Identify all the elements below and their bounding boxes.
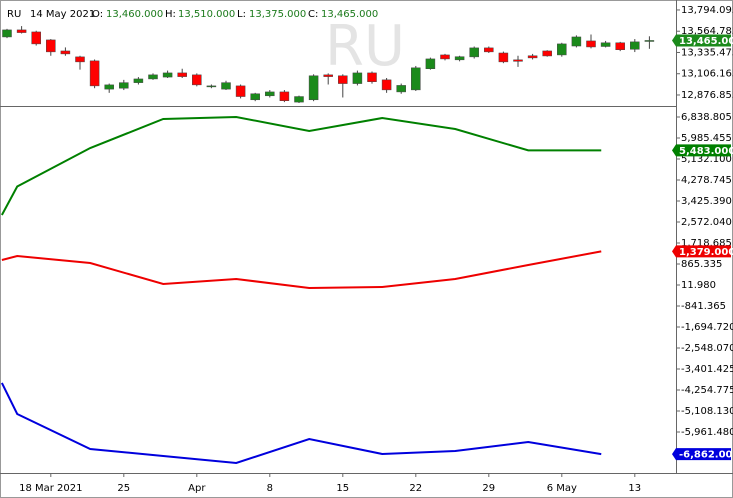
header-value: 13,375.000	[249, 9, 306, 20]
candle-body	[2, 29, 12, 38]
candle-body	[557, 43, 567, 56]
candle-body	[265, 91, 275, 97]
y-tick-label: 5,132.100	[681, 154, 732, 165]
y-tick-label: -4,254.775	[681, 385, 733, 396]
y-tick-label: 6,838.805	[681, 112, 732, 123]
candle-body	[396, 85, 406, 93]
indicator-line	[0, 382, 602, 465]
header-label: C:	[308, 9, 318, 20]
candle-body	[571, 36, 582, 47]
x-tick-label: 22	[409, 483, 422, 494]
candle-body	[469, 47, 479, 58]
candle-body	[75, 56, 85, 63]
value-tag-label: 5,483.000	[679, 146, 733, 157]
x-tick-label: 29	[482, 483, 495, 494]
x-tick-label: 13	[628, 483, 641, 494]
candle-body	[250, 93, 260, 101]
x-tick-label: 8	[267, 483, 273, 494]
y-tick-label: 12,876.855	[681, 90, 733, 101]
y-tick-label: 2,572.040	[681, 217, 732, 228]
candle-body	[31, 31, 41, 45]
candle-body	[411, 67, 421, 91]
y-tick-label: 11.980	[681, 280, 716, 291]
candle-body	[162, 72, 173, 78]
candle-body	[484, 47, 494, 53]
y-tick-label: -2,548.070	[681, 343, 733, 354]
y-tick-label: -1,694.720	[681, 322, 733, 333]
value-tag	[672, 34, 731, 47]
y-tick-label: -841.365	[681, 301, 726, 312]
candle-body	[644, 40, 655, 42]
x-tick-label: 18 Mar 2021	[19, 483, 82, 494]
watermark: RU	[325, 14, 405, 79]
candle-body	[367, 72, 377, 82]
header-value: 13,465.000	[321, 9, 378, 20]
candle-body	[454, 56, 465, 61]
header-value: 13,460.000	[106, 9, 163, 20]
header-symbol: RU	[7, 9, 21, 20]
y-tick-label: 13,106.165	[681, 69, 733, 80]
value-tag-label: 13,465.000	[679, 36, 733, 47]
y-tick-label: 5,985.455	[681, 133, 732, 144]
value-tag	[672, 245, 731, 258]
value-tag-label: -6,862.000	[679, 450, 733, 461]
candle-body	[381, 79, 392, 91]
candle-body	[338, 75, 348, 84]
candle-body	[89, 60, 100, 87]
x-tick-label: Apr	[188, 483, 206, 494]
candle-body	[513, 59, 523, 62]
candle-body	[235, 85, 246, 97]
y-tick-label: 865.335	[681, 259, 722, 270]
y-tick-label: -3,401.425	[681, 364, 733, 375]
x-tick-label: 25	[117, 483, 130, 494]
y-tick-label: 4,278.745	[681, 175, 732, 186]
indicator-line	[1, 116, 602, 216]
candle-body	[16, 29, 27, 33]
candle-body	[425, 58, 436, 69]
candle-body	[148, 74, 158, 80]
y-tick-label: 13,794.095	[681, 5, 733, 16]
header-label: O:	[92, 9, 103, 20]
candle-body	[221, 82, 231, 90]
candle-body	[206, 85, 217, 88]
value-tag	[672, 448, 731, 461]
header-label: L:	[237, 9, 246, 20]
header-label: H:	[165, 9, 176, 20]
header-value: 13,510.000	[178, 9, 235, 20]
candle-body	[323, 74, 333, 77]
x-tick-label: 6 May	[547, 483, 577, 494]
value-tag	[672, 144, 731, 157]
value-tag-label: 1,379.000	[679, 247, 733, 258]
candle-body	[104, 84, 114, 90]
candle-body	[46, 39, 56, 53]
candle-body	[615, 42, 625, 50]
y-tick-label: 3,425.390	[681, 196, 732, 207]
indicator-line	[1, 250, 602, 290]
candle-body	[177, 72, 187, 77]
y-tick-label: 13,335.475	[681, 47, 733, 58]
candle-body	[440, 54, 450, 60]
candle-body	[119, 82, 129, 89]
y-tick-label: 13,564.785	[681, 26, 733, 37]
candle-body	[133, 78, 144, 83]
x-tick-label: 15	[336, 483, 349, 494]
candle-body	[352, 72, 363, 84]
candle-body	[542, 50, 552, 57]
y-tick-label: 1,718.685	[681, 238, 732, 249]
candle-body	[294, 96, 304, 103]
candle-body	[279, 91, 290, 101]
candle-body	[600, 42, 611, 47]
header-date: 14 May 2021	[30, 9, 95, 20]
candle-body	[586, 40, 596, 48]
candle-body	[498, 52, 509, 63]
candle-body	[308, 75, 319, 101]
candle-body	[192, 74, 202, 86]
y-tick-label: -5,961.480	[681, 427, 733, 438]
candle-body	[630, 41, 640, 50]
candle-body	[60, 50, 71, 55]
candle-body	[527, 55, 538, 59]
y-tick-label: -5,108.130	[681, 406, 733, 417]
